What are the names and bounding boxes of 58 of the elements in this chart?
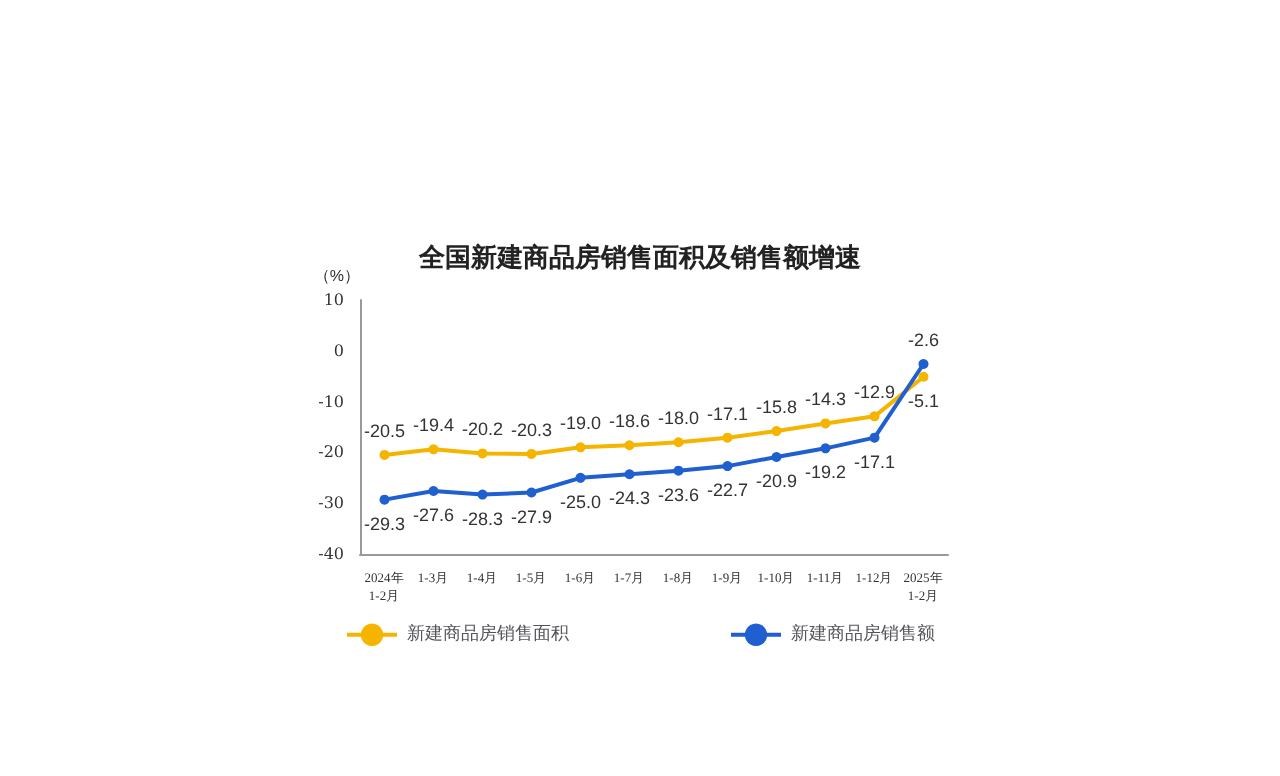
data-label: -20.3	[510, 419, 553, 440]
data-label: -29.3	[363, 513, 406, 534]
point	[722, 461, 733, 472]
point	[771, 451, 782, 462]
point	[771, 426, 782, 437]
point	[869, 432, 880, 443]
point	[575, 442, 586, 453]
point	[526, 448, 537, 459]
data-label: -17.1	[706, 403, 749, 424]
point	[869, 411, 880, 422]
data-label: -20.9	[755, 470, 798, 491]
data-label: -24.3	[608, 488, 651, 509]
data-label: -19.0	[559, 413, 602, 434]
point	[624, 469, 635, 480]
y-tick-label: 0	[333, 341, 344, 360]
y-tick-label: -40	[318, 545, 344, 563]
point	[477, 448, 488, 459]
data-label: -15.8	[755, 397, 798, 418]
point	[918, 371, 929, 382]
y-tick-label: -10	[318, 392, 344, 411]
y-tick-label: 10	[323, 291, 344, 309]
data-label: -14.3	[804, 389, 847, 410]
legend-label: 新建商品房销售面积	[407, 622, 569, 645]
point	[820, 443, 831, 454]
data-label: -18.0	[657, 408, 700, 429]
y-tick-label: -30	[318, 494, 344, 513]
data-label: -2.6	[907, 330, 940, 351]
point	[918, 359, 929, 370]
point	[722, 432, 733, 443]
data-label: -23.6	[657, 484, 700, 505]
data-label: -17.1	[853, 451, 896, 472]
point	[428, 486, 439, 497]
data-label: -5.1	[907, 390, 940, 411]
point	[673, 437, 684, 448]
data-label: -27.6	[412, 505, 455, 526]
data-label: -18.6	[608, 411, 651, 432]
data-label: -19.4	[412, 415, 455, 436]
point	[477, 489, 488, 500]
y-axis-title: （%）	[313, 267, 360, 285]
point	[575, 472, 586, 483]
data-label: -22.7	[706, 480, 749, 501]
point	[379, 449, 390, 460]
point	[428, 444, 439, 455]
data-label: -20.5	[363, 420, 406, 441]
point	[624, 440, 635, 451]
point	[820, 418, 831, 429]
data-label: -12.9	[853, 382, 896, 403]
legend-label: 新建商品房销售额	[791, 622, 935, 645]
data-label: -20.2	[461, 419, 504, 440]
point	[673, 465, 684, 476]
y-tick-label: -20	[318, 443, 344, 462]
point	[526, 487, 537, 498]
chart-title: 全国新建商品房销售面积及销售额增速	[417, 242, 863, 274]
data-label: -19.2	[804, 462, 847, 483]
point	[379, 494, 390, 505]
data-label: -25.0	[559, 491, 602, 512]
data-label: -27.9	[510, 506, 553, 527]
data-label: -28.3	[461, 508, 504, 529]
